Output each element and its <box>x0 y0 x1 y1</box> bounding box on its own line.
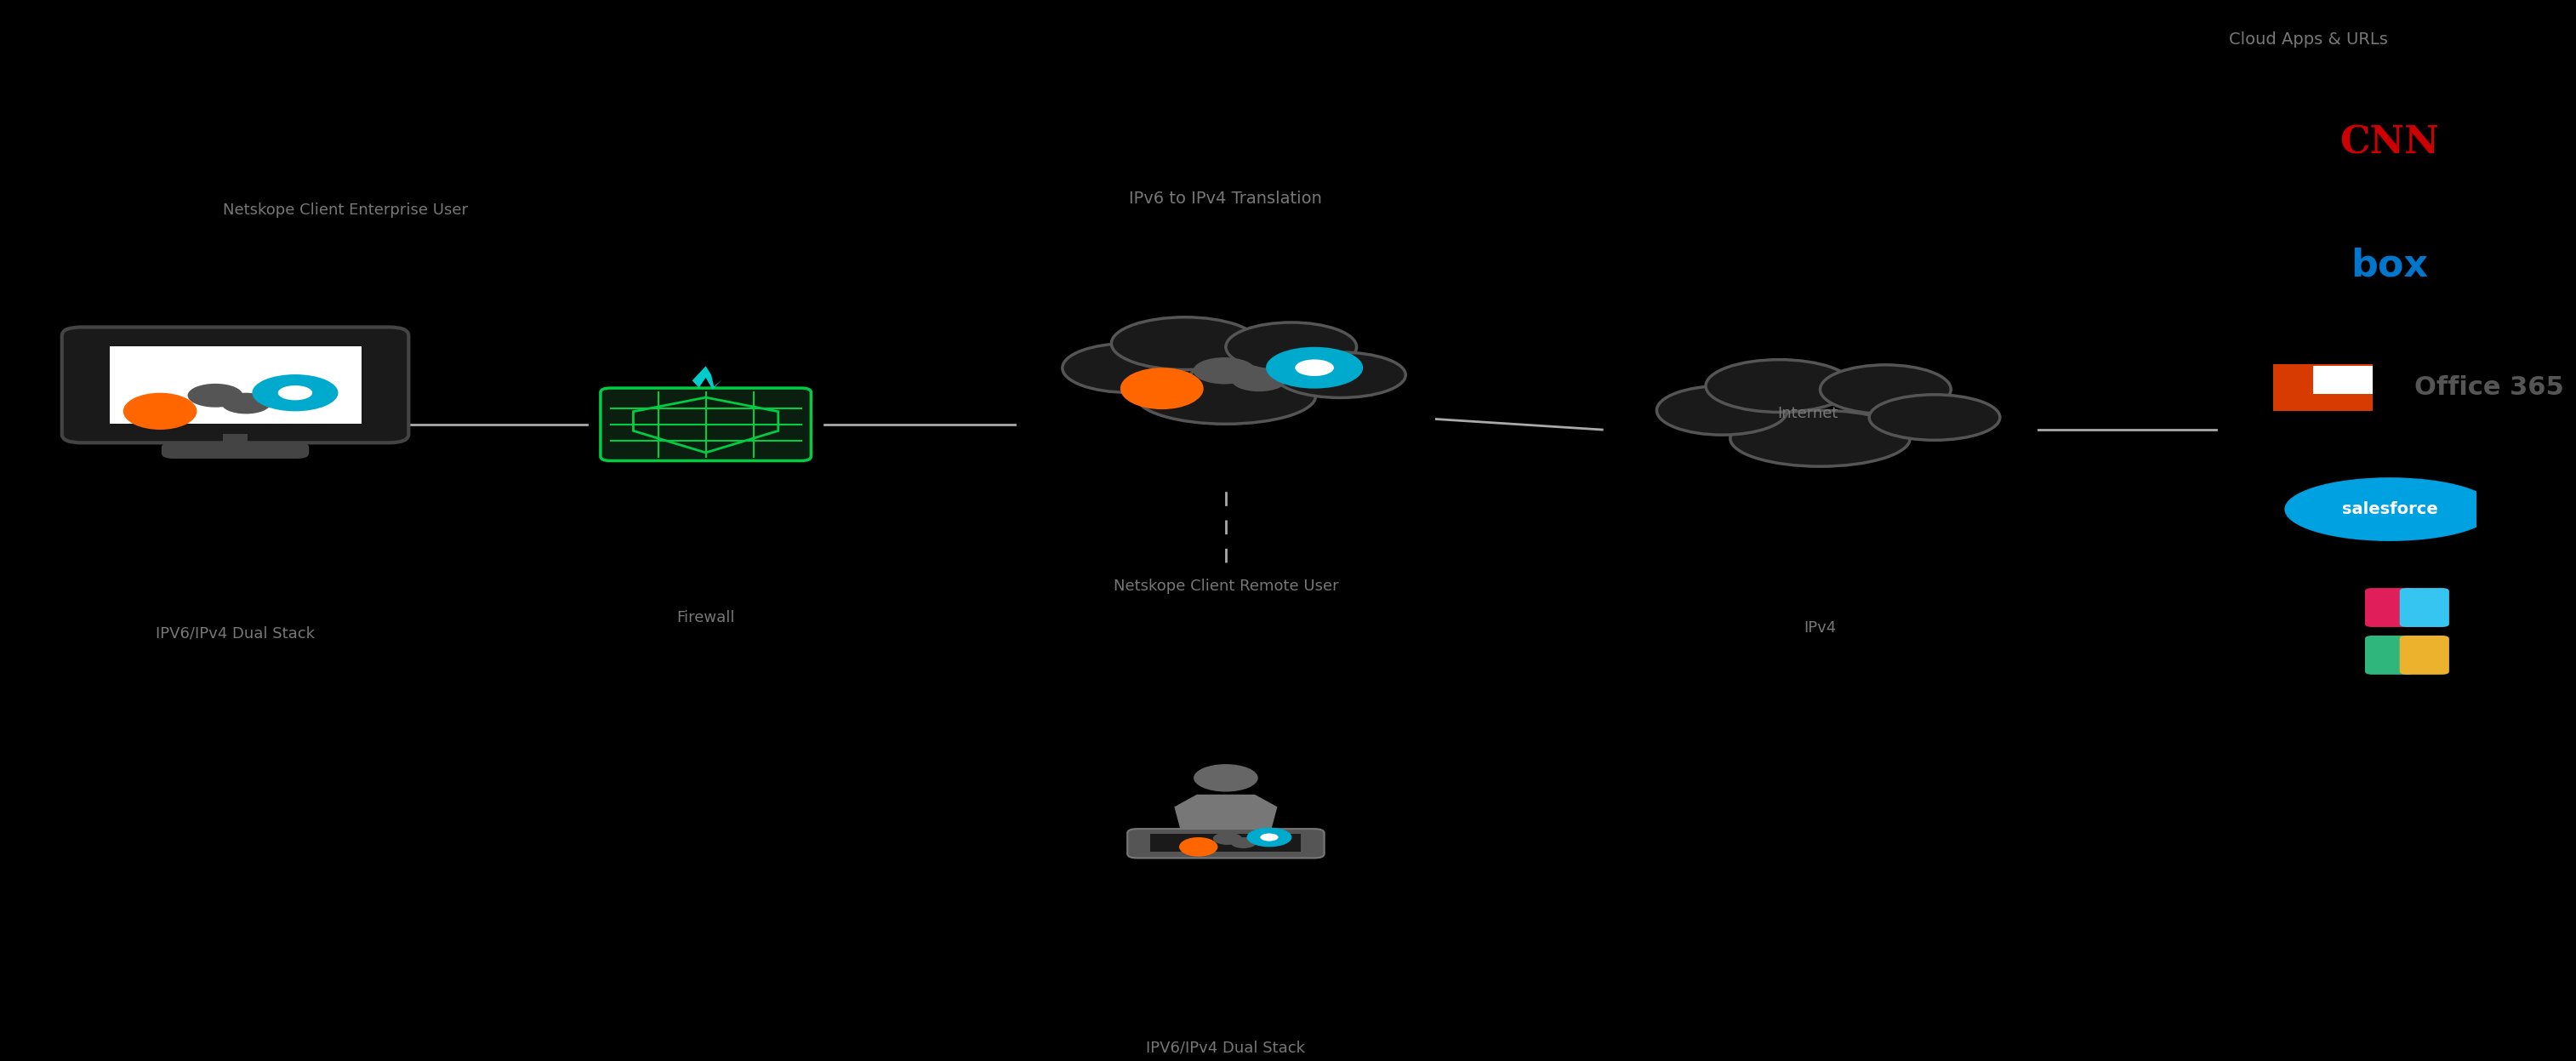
FancyBboxPatch shape <box>108 347 361 423</box>
FancyBboxPatch shape <box>1128 829 1324 858</box>
Polygon shape <box>693 366 721 389</box>
Text: Netskope Client Remote User: Netskope Client Remote User <box>1113 579 1340 594</box>
FancyBboxPatch shape <box>224 434 247 448</box>
Polygon shape <box>1175 795 1278 831</box>
Circle shape <box>1193 764 1257 792</box>
Ellipse shape <box>1275 352 1406 398</box>
Ellipse shape <box>1870 395 1999 440</box>
Ellipse shape <box>188 384 242 407</box>
Circle shape <box>1296 360 1334 376</box>
FancyBboxPatch shape <box>600 388 811 460</box>
Circle shape <box>1247 828 1291 847</box>
Text: Firewall: Firewall <box>677 610 734 625</box>
Circle shape <box>278 385 312 400</box>
Ellipse shape <box>1110 317 1260 369</box>
Ellipse shape <box>2285 477 2496 541</box>
FancyBboxPatch shape <box>2401 588 2450 627</box>
Ellipse shape <box>1231 368 1288 392</box>
Ellipse shape <box>222 393 270 414</box>
Text: IPv6 to IPv4 Translation: IPv6 to IPv4 Translation <box>1128 191 1321 207</box>
Text: IPV6/IPv4 Dual Stack: IPV6/IPv4 Dual Stack <box>1146 1040 1306 1055</box>
FancyBboxPatch shape <box>62 327 410 442</box>
FancyBboxPatch shape <box>2313 366 2372 394</box>
Text: Cloud Apps & URLs: Cloud Apps & URLs <box>2228 32 2388 48</box>
Text: box: box <box>2352 247 2429 283</box>
Ellipse shape <box>1731 411 1909 467</box>
Text: Netskope Client Enterprise User: Netskope Client Enterprise User <box>224 203 469 218</box>
Circle shape <box>1265 347 1363 388</box>
Ellipse shape <box>1121 368 1203 410</box>
Ellipse shape <box>1136 368 1316 424</box>
Text: salesforce: salesforce <box>2342 501 2437 518</box>
Ellipse shape <box>1821 365 1950 414</box>
Ellipse shape <box>124 393 196 430</box>
Text: Office 365: Office 365 <box>2414 375 2563 400</box>
Ellipse shape <box>1656 386 1788 435</box>
FancyBboxPatch shape <box>2365 636 2414 675</box>
Ellipse shape <box>1213 833 1242 845</box>
Ellipse shape <box>1231 837 1257 849</box>
FancyBboxPatch shape <box>2275 364 2372 411</box>
Circle shape <box>252 375 337 412</box>
Ellipse shape <box>1226 323 1358 371</box>
Text: IPv4: IPv4 <box>1803 621 1837 636</box>
Ellipse shape <box>1705 360 1852 412</box>
Circle shape <box>1260 833 1278 841</box>
Text: Internet: Internet <box>1777 406 1839 421</box>
FancyBboxPatch shape <box>162 442 309 458</box>
FancyBboxPatch shape <box>1151 834 1301 852</box>
FancyBboxPatch shape <box>2401 636 2450 675</box>
FancyBboxPatch shape <box>2365 588 2414 627</box>
Ellipse shape <box>1180 837 1218 856</box>
Ellipse shape <box>1061 344 1193 393</box>
Text: CNN: CNN <box>2339 125 2439 161</box>
Text: IPV6/IPv4 Dual Stack: IPV6/IPv4 Dual Stack <box>155 626 314 641</box>
Ellipse shape <box>1193 358 1255 384</box>
